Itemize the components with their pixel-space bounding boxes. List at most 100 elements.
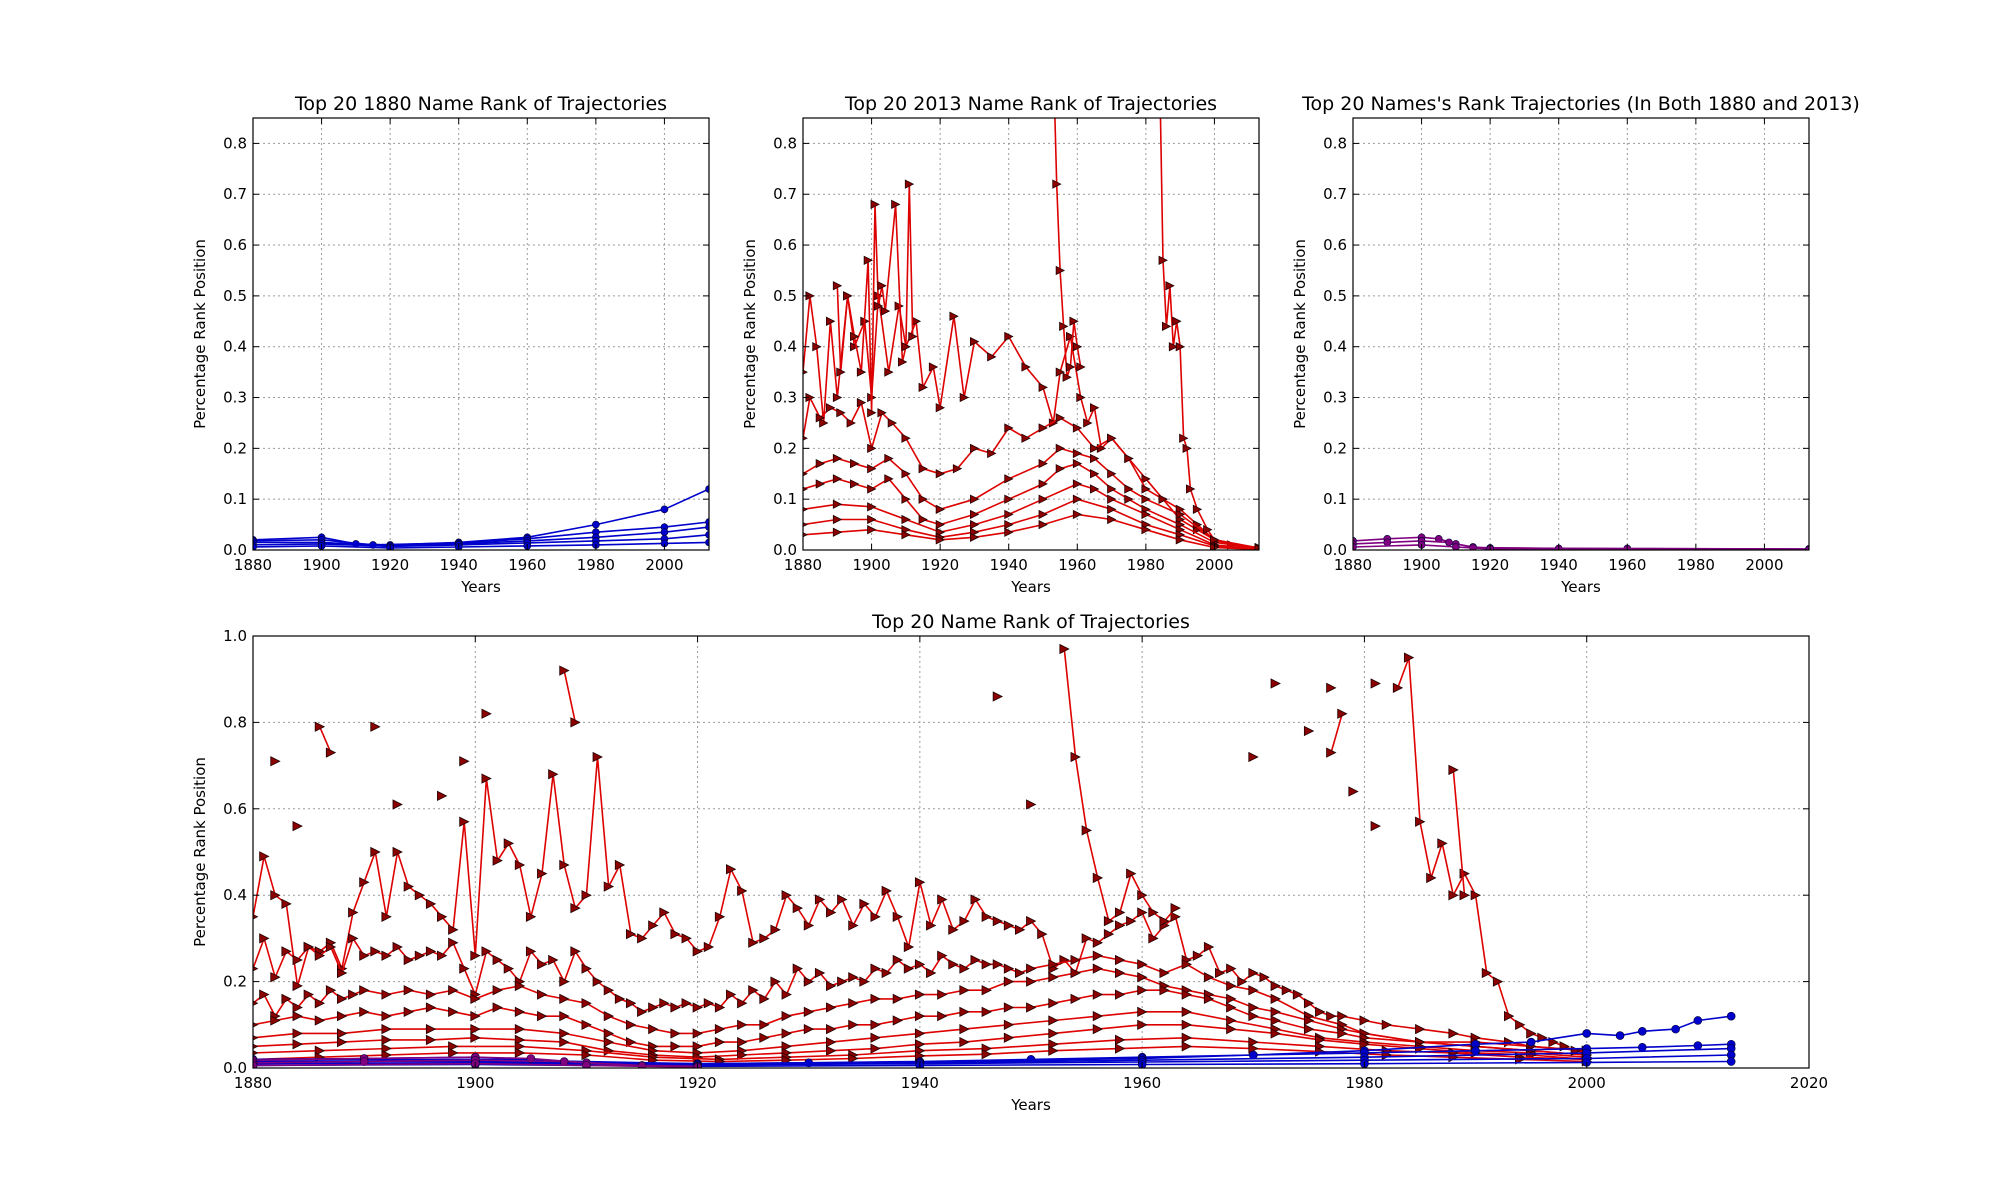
data-point-triangle [1192, 950, 1204, 961]
series-line [253, 541, 709, 549]
data-point-triangle [514, 1006, 526, 1017]
series-line [253, 521, 709, 546]
data-point-triangle [1107, 484, 1117, 494]
data-point-triangle [1158, 494, 1168, 504]
data-point-triangle [525, 911, 537, 922]
data-point-triangle [870, 963, 881, 974]
data-point-triangle [1124, 453, 1134, 464]
data-point-triangle [681, 998, 692, 1009]
data-point-triangle [803, 486, 808, 492]
data-point-triangle [670, 928, 681, 940]
data-point-circle [1726, 1057, 1736, 1066]
series-line [803, 513, 1259, 550]
data-point-triangle [918, 494, 928, 504]
data-point-triangle [1448, 890, 1459, 901]
data-point-triangle [867, 525, 877, 535]
y-tick-label: 0.8 [223, 134, 247, 152]
data-point-triangle [414, 950, 426, 961]
series-27 [1348, 786, 1359, 797]
data-point-triangle [253, 965, 259, 972]
series-9 [1392, 652, 1593, 1059]
data-point-triangle [803, 369, 808, 375]
y-tick-label: 0.5 [773, 287, 797, 305]
data-point-triangle [1270, 1006, 1281, 1017]
data-point-triangle [559, 665, 570, 676]
data-point-triangle [1055, 265, 1066, 276]
data-point-triangle [548, 769, 559, 780]
data-point-triangle [692, 1002, 703, 1013]
data-point-triangle [1048, 1045, 1059, 1056]
data-point-triangle [292, 1028, 303, 1039]
data-point-triangle [1415, 816, 1426, 827]
data-point-triangle [1548, 1036, 1559, 1048]
y-tick-label: 0.8 [773, 134, 797, 152]
data-point-triangle [881, 885, 892, 897]
data-point-triangle [414, 890, 426, 901]
data-point-triangle [637, 1006, 648, 1017]
data-point-triangle [908, 331, 918, 342]
data-point-triangle [1181, 989, 1192, 1000]
chart-title: Top 20 Name Rank of Trajectories [871, 611, 1190, 633]
data-point-triangle [625, 998, 637, 1009]
data-point-circle [1693, 1016, 1703, 1025]
data-point-triangle [1092, 1011, 1104, 1022]
data-point-triangle [403, 881, 414, 892]
data-point-triangle [1381, 1019, 1393, 1030]
data-point-triangle [1092, 989, 1104, 1000]
data-point-triangle [381, 1023, 392, 1035]
y-tick-label: 0.5 [1323, 287, 1347, 305]
data-point-triangle [603, 1011, 615, 1022]
data-point-triangle [1203, 993, 1215, 1005]
y-tick-label: 0.0 [223, 541, 247, 559]
data-point-circle [1726, 1011, 1736, 1021]
data-point-triangle [981, 1006, 992, 1017]
data-point-triangle [1270, 980, 1281, 992]
data-point-triangle [1226, 1023, 1237, 1035]
data-point-triangle [1415, 1043, 1426, 1054]
subplot-top20-1880: 1880 1900 1920 1940 1960 1980 2000 0.0 0.1 0.2 0.3… [191, 93, 710, 596]
data-point-triangle [253, 1022, 259, 1028]
series-line [1452, 769, 1466, 896]
x-tick-label: 1940 [440, 556, 478, 574]
data-point-triangle [381, 950, 392, 961]
data-point-triangle [670, 1028, 681, 1039]
data-point-triangle [1055, 443, 1066, 454]
data-point-triangle [1170, 911, 1181, 922]
data-point-triangle [1248, 985, 1259, 996]
data-point-triangle [1303, 1023, 1315, 1035]
data-point-triangle [812, 342, 822, 352]
data-point-triangle [848, 920, 859, 931]
data-point-triangle [492, 985, 503, 996]
data-point-triangle [714, 1036, 726, 1048]
data-point-triangle [832, 453, 843, 464]
data-point-triangle [937, 894, 948, 905]
data-point-triangle [448, 924, 459, 935]
data-point-triangle [1248, 1036, 1259, 1048]
data-point-triangle [1186, 484, 1196, 494]
data-point-triangle [625, 928, 637, 940]
data-point-triangle [901, 433, 911, 443]
data-point-triangle [1037, 928, 1048, 940]
data-point-triangle [1126, 868, 1137, 879]
data-point-triangle [1175, 509, 1186, 520]
subplot-top20-combined: 1880 1900 1920 1940 1960 1980 2000 2020 0.0 0.2 0.… [191, 611, 1828, 1114]
data-point-triangle [859, 976, 870, 987]
data-point-circle [1637, 1042, 1647, 1052]
data-point-triangle [867, 502, 877, 512]
series-line [1063, 648, 1177, 923]
data-point-triangle [1181, 1019, 1192, 1030]
ticks: 1880 1900 1920 1940 1960 1980 2000 0.0 0.1 0.2 0.3… [773, 118, 1259, 574]
data-point-triangle [270, 756, 281, 767]
data-point-triangle [1337, 1028, 1348, 1039]
data-point-triangle [292, 1039, 303, 1050]
data-point-circle [1248, 1050, 1258, 1060]
data-point-triangle [918, 464, 928, 474]
data-point-triangle [832, 499, 843, 509]
data-point-triangle [381, 1049, 392, 1061]
series-22 [1026, 799, 1037, 810]
series-line [1159, 118, 1259, 550]
data-point-triangle [1038, 479, 1048, 489]
data-point-triangle [748, 937, 759, 948]
data-point-triangle [737, 1036, 748, 1048]
data-point-triangle [892, 1015, 904, 1026]
